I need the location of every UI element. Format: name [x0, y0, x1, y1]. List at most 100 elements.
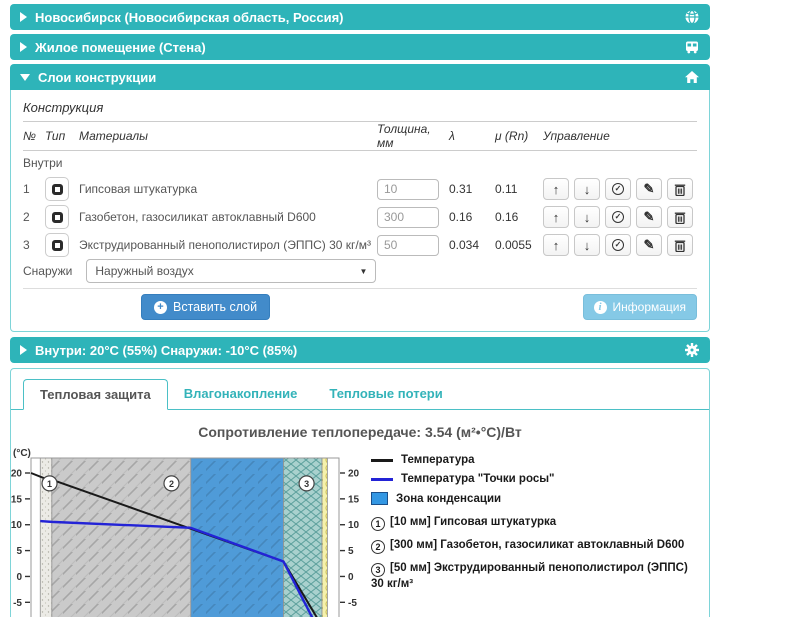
col-num: № — [23, 129, 36, 143]
move-up-button[interactable]: ↑ — [543, 234, 569, 256]
material-name: Газобетон, газосиликат автоклавный D600 — [79, 210, 316, 224]
layer-type-button[interactable] — [45, 233, 69, 257]
chart-region-stipple — [40, 458, 52, 617]
tab-heat-loss[interactable]: Тепловые потери — [329, 386, 443, 401]
svg-text:20: 20 — [11, 469, 22, 480]
tab-moisture[interactable]: Влагонакопление — [183, 386, 298, 401]
layer-type-button[interactable] — [45, 177, 69, 201]
information-button[interactable]: i Информация — [582, 294, 697, 320]
svg-text:3: 3 — [304, 479, 309, 489]
delete-button[interactable] — [667, 206, 693, 228]
lambda-value: 0.034 — [449, 238, 480, 252]
chevron-right-icon — [20, 345, 27, 355]
panel-buttons-row: + Вставить слой i Информация — [23, 294, 697, 320]
chevron-right-icon — [20, 42, 27, 52]
thickness-input[interactable] — [377, 178, 439, 200]
edit-button[interactable]: ✎ — [636, 178, 662, 200]
material-name: Экструдированный пенополистирол (ЭППС) 3… — [79, 238, 371, 252]
conditions-label: Внутри: 20°С (55%) Снаружи: -10°С (85%) — [35, 342, 298, 358]
legend-layers: 1 [10 мм] Гипсовая штукатурка 2 [300 мм] Г… — [371, 515, 701, 591]
room-label: Жилое помещение (Стена) — [35, 39, 206, 55]
layer-1-badge: 1 — [371, 517, 385, 531]
check-circle-icon: ✓ — [612, 211, 624, 223]
move-up-button[interactable]: ↑ — [543, 206, 569, 228]
svg-text:(°С): (°С) — [13, 448, 31, 459]
accordion-location-bar[interactable]: Новосибирск (Новосибирская область, Росс… — [10, 4, 710, 30]
outside-row: Снаружи Наружный воздух ▼ — [23, 259, 697, 283]
legend-temperature: Температура — [371, 454, 701, 466]
condensation-zone-swatch — [371, 492, 388, 505]
layer-type-icon — [51, 183, 63, 195]
col-control: Управление — [543, 129, 610, 143]
thickness-input[interactable] — [377, 206, 439, 228]
chart-marker-1 — [41, 475, 58, 492]
globe-icon — [685, 9, 699, 25]
dewpoint-line-swatch — [371, 477, 393, 481]
row-num: 2 — [23, 210, 30, 224]
move-down-button[interactable]: ↓ — [574, 206, 600, 228]
inside-row-label: Внутри — [23, 156, 63, 170]
results-panel: Тепловая защита Влагонакопление Тепловые… — [10, 368, 710, 617]
svg-text:5: 5 — [348, 546, 354, 557]
outside-air-value: Наружный воздух — [95, 264, 194, 278]
chart-legend: Температура Температура "Точки росы" Зон… — [371, 448, 701, 617]
svg-text:-5: -5 — [13, 598, 22, 609]
trash-icon — [674, 184, 686, 196]
layer-3-badge: 3 — [371, 563, 385, 577]
edit-button[interactable]: ✎ — [636, 206, 662, 228]
chart-plot-border — [30, 457, 340, 617]
table-row: 2 Газобетон, газосиликат автоклавный D60… — [23, 203, 697, 231]
svg-text:5: 5 — [16, 546, 22, 557]
move-down-button[interactable]: ↓ — [574, 178, 600, 200]
move-up-button[interactable]: ↑ — [543, 178, 569, 200]
svg-text:15: 15 — [11, 494, 22, 505]
chart-region-finish — [322, 458, 328, 617]
gear-icon[interactable] — [684, 342, 700, 358]
insert-layer-button[interactable]: + Вставить слой — [141, 294, 271, 320]
layer-type-button[interactable] — [45, 205, 69, 229]
construction-panel: Конструкция № Тип Материалы Толщина, мм … — [10, 90, 710, 332]
layers-label: Слои конструкции — [38, 69, 157, 85]
svg-text:-5: -5 — [348, 598, 357, 609]
svg-text:0: 0 — [348, 572, 354, 583]
svg-text:20: 20 — [348, 469, 360, 480]
tab-thermal-protection[interactable]: Тепловая защита — [23, 379, 168, 410]
mu-value: 0.16 — [495, 210, 519, 224]
move-down-button[interactable]: ↓ — [574, 234, 600, 256]
plus-circle-icon: + — [154, 300, 167, 314]
apply-button[interactable]: ✓ — [605, 178, 631, 200]
mu-value: 0.0055 — [495, 238, 532, 252]
layer-type-icon — [51, 239, 63, 251]
thickness-input[interactable] — [377, 234, 439, 256]
edit-button[interactable]: ✎ — [636, 234, 662, 256]
svg-text:0: 0 — [16, 572, 22, 583]
dewpoint-line — [40, 519, 314, 617]
legend-layer-2: 2 [300 мм] Газобетон, газосиликат автокла… — [371, 538, 701, 554]
chart-area: -10-10-5-5005510101515202005101520253035… — [11, 448, 709, 617]
apply-button[interactable]: ✓ — [605, 206, 631, 228]
accordion-layers-bar[interactable]: Слои конструкции — [10, 64, 710, 90]
check-circle-icon: ✓ — [612, 239, 624, 251]
apply-button[interactable]: ✓ — [605, 234, 631, 256]
location-label: Новосибирск (Новосибирская область, Росс… — [35, 9, 344, 25]
divider — [23, 288, 697, 289]
chart-region-condensation — [190, 458, 284, 617]
accordion-room-bar[interactable]: Жилое помещение (Стена) — [10, 34, 710, 60]
legend-dewpoint: Температура "Точки росы" — [371, 473, 701, 485]
chart-marker-3 — [298, 475, 315, 492]
delete-button[interactable] — [667, 234, 693, 256]
delete-button[interactable] — [667, 178, 693, 200]
trash-icon — [674, 212, 686, 224]
check-circle-icon: ✓ — [612, 183, 624, 195]
svg-text:15: 15 — [348, 494, 360, 505]
svg-text:10: 10 — [348, 520, 360, 531]
conditions-bar[interactable]: Внутри: 20°С (55%) Снаружи: -10°С (85%) — [10, 337, 710, 363]
row-num: 3 — [23, 238, 30, 252]
table-row: 1 Гипсовая штукатурка 0.31 0.11 ↑ ↓ ✓ ✎ — [23, 175, 697, 203]
lambda-value: 0.31 — [449, 182, 473, 196]
outside-air-select[interactable]: Наружный воздух ▼ — [86, 259, 377, 283]
col-mu: μ (Rn) — [495, 129, 529, 143]
resistance-result-title: Сопротивление теплопередаче: 3.54 (м²•°С… — [198, 424, 522, 440]
col-type: Тип — [45, 129, 66, 143]
material-name: Гипсовая штукатурка — [79, 182, 198, 196]
